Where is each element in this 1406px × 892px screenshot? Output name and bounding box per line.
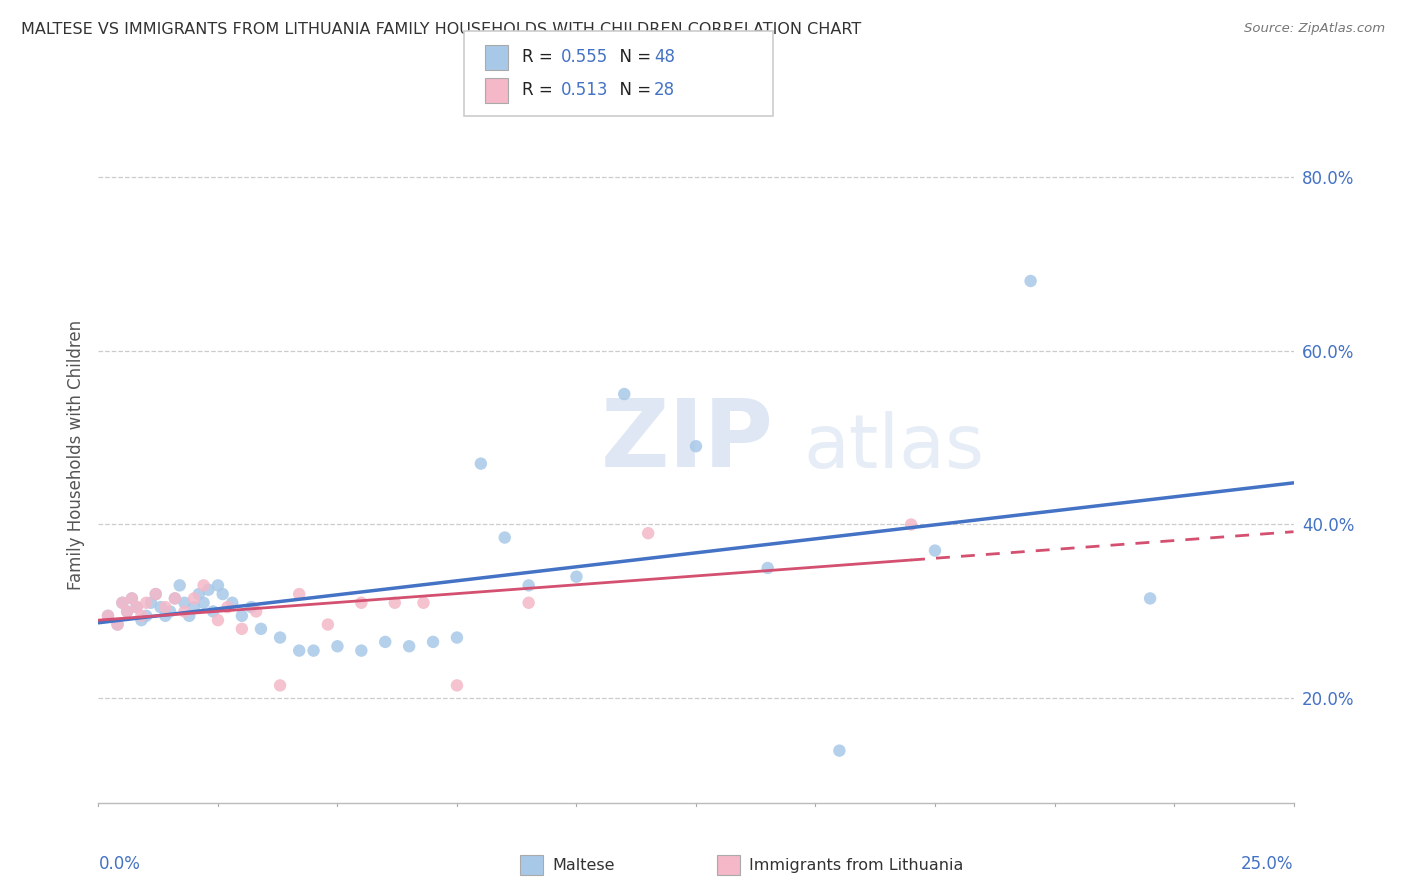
Point — [169, 578, 191, 592]
Text: atlas: atlas — [804, 411, 984, 484]
Point — [211, 587, 233, 601]
Point — [565, 569, 588, 583]
Point — [217, 600, 239, 615]
Point — [446, 678, 468, 692]
Point — [145, 587, 167, 601]
Point — [350, 643, 373, 657]
Point — [231, 622, 253, 636]
Text: 0.513: 0.513 — [561, 81, 609, 99]
Point — [828, 744, 851, 758]
Point — [422, 635, 444, 649]
Text: 28: 28 — [654, 81, 675, 99]
Point — [637, 526, 659, 541]
Point — [398, 639, 420, 653]
Point — [183, 600, 205, 615]
Point — [231, 608, 253, 623]
Point — [207, 613, 229, 627]
Text: MALTESE VS IMMIGRANTS FROM LITHUANIA FAMILY HOUSEHOLDS WITH CHILDREN CORRELATION: MALTESE VS IMMIGRANTS FROM LITHUANIA FAM… — [21, 22, 862, 37]
Point — [121, 591, 143, 606]
Point — [159, 605, 181, 619]
Point — [374, 635, 396, 649]
Point — [193, 578, 215, 592]
Point — [900, 517, 922, 532]
Point — [517, 596, 540, 610]
Point — [288, 643, 311, 657]
Text: R =: R = — [522, 81, 558, 99]
Point — [1019, 274, 1042, 288]
Point — [494, 531, 516, 545]
Point — [107, 617, 129, 632]
Point — [288, 587, 311, 601]
Point — [111, 596, 134, 610]
Point — [183, 591, 205, 606]
Point — [470, 457, 492, 471]
Point — [350, 596, 373, 610]
Point — [179, 608, 201, 623]
Text: 0.0%: 0.0% — [98, 855, 141, 873]
Point — [125, 600, 148, 615]
Point — [269, 631, 291, 645]
Point — [245, 605, 267, 619]
Point — [155, 600, 177, 615]
Point — [145, 587, 167, 601]
Point — [107, 617, 129, 632]
Point — [250, 622, 273, 636]
Point — [756, 561, 779, 575]
Point — [326, 639, 349, 653]
Point — [163, 591, 186, 606]
Point — [135, 596, 157, 610]
Point — [173, 596, 195, 610]
Text: N =: N = — [609, 48, 657, 66]
Point — [412, 596, 434, 610]
Point — [121, 591, 143, 606]
Point — [125, 600, 148, 615]
Point — [384, 596, 406, 610]
Point — [517, 578, 540, 592]
Point — [97, 608, 120, 623]
Text: 48: 48 — [654, 48, 675, 66]
Text: 25.0%: 25.0% — [1241, 855, 1294, 873]
Point — [316, 617, 339, 632]
Point — [115, 605, 138, 619]
Point — [269, 678, 291, 692]
Text: Source: ZipAtlas.com: Source: ZipAtlas.com — [1244, 22, 1385, 36]
Point — [131, 613, 153, 627]
Point — [173, 605, 195, 619]
Point — [149, 600, 172, 615]
Point — [207, 578, 229, 592]
Point — [221, 596, 243, 610]
Point — [115, 605, 138, 619]
Point — [131, 608, 153, 623]
Point — [187, 587, 209, 601]
Point — [197, 582, 219, 597]
Text: R =: R = — [522, 48, 558, 66]
Point — [139, 596, 162, 610]
Text: ZIP: ZIP — [600, 395, 773, 487]
Point — [193, 596, 215, 610]
Point — [202, 605, 225, 619]
Point — [135, 608, 157, 623]
Text: N =: N = — [609, 81, 657, 99]
Text: Immigrants from Lithuania: Immigrants from Lithuania — [749, 858, 963, 872]
Point — [685, 439, 707, 453]
Text: Maltese: Maltese — [553, 858, 614, 872]
Point — [302, 643, 325, 657]
Point — [613, 387, 636, 401]
Point — [1139, 591, 1161, 606]
Point — [97, 608, 120, 623]
Y-axis label: Family Households with Children: Family Households with Children — [66, 320, 84, 590]
Point — [446, 631, 468, 645]
Point — [163, 591, 186, 606]
Point — [111, 596, 134, 610]
Point — [924, 543, 946, 558]
Text: 0.555: 0.555 — [561, 48, 609, 66]
Point — [240, 600, 263, 615]
Point — [155, 608, 177, 623]
